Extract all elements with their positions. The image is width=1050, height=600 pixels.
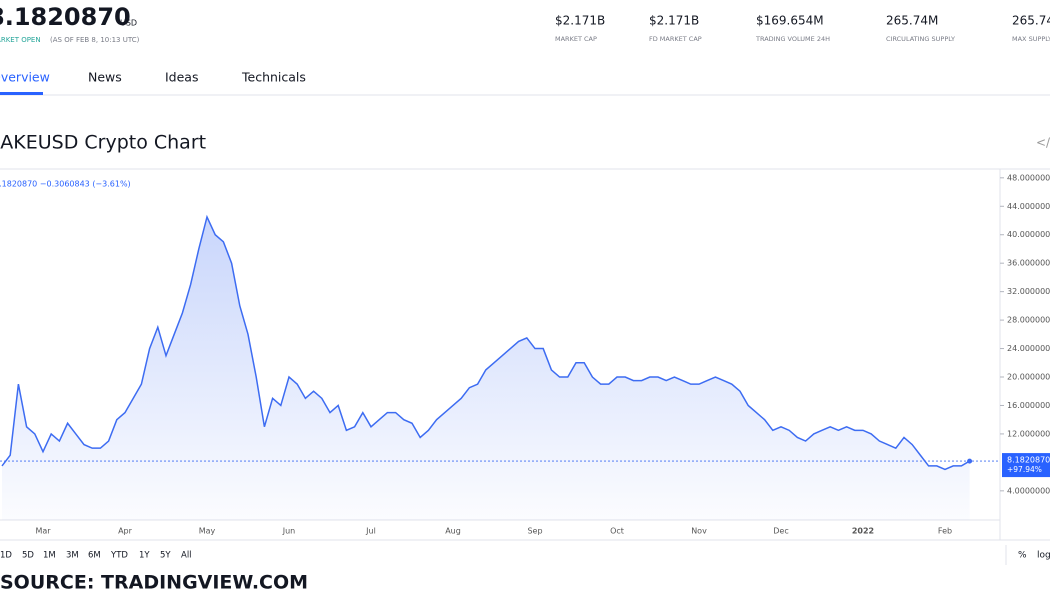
tab[interactable]: Overview bbox=[0, 70, 50, 85]
range-button[interactable]: 6M bbox=[88, 551, 101, 561]
x-tick-label: Nov bbox=[691, 527, 707, 536]
area bbox=[2, 216, 970, 520]
range-button[interactable]: 5Y bbox=[160, 551, 171, 561]
y-tick-label: 28.0000000 bbox=[1007, 316, 1050, 325]
x-tick-label: Aug bbox=[445, 527, 461, 536]
chart-title: CAKEUSD Crypto Chart bbox=[0, 132, 206, 154]
x-tick-label: Dec bbox=[773, 527, 788, 536]
x-tick-label: Apr bbox=[118, 527, 133, 536]
stat-value: $2.171B bbox=[649, 14, 699, 28]
y-tick-label: 20.0000000 bbox=[1007, 373, 1050, 382]
stat-label: MAX SUPPLY bbox=[1012, 35, 1050, 43]
x-tick-label: Mar bbox=[35, 527, 51, 536]
range-button[interactable]: All bbox=[181, 551, 192, 561]
y-tick-label: 40.0000000 bbox=[1007, 230, 1050, 239]
x-tick-label: 2022 bbox=[852, 527, 874, 536]
price-tag-change: +97.94% bbox=[1007, 465, 1042, 474]
stat-label: TRADING VOLUME 24H bbox=[755, 35, 830, 43]
stat-value: $2.171B bbox=[555, 14, 605, 28]
y-tick-label: 16.0000000 bbox=[1007, 401, 1050, 410]
y-tick-label: 48.0000000 bbox=[1007, 173, 1050, 182]
stat-value: $169.654M bbox=[756, 14, 824, 28]
y-tick-label: 12.0000000 bbox=[1007, 429, 1050, 438]
y-tick-label: 36.0000000 bbox=[1007, 259, 1050, 268]
stat-value: 265.74M bbox=[886, 14, 938, 28]
range-button[interactable]: YTD bbox=[110, 551, 128, 561]
active-tab bbox=[0, 92, 43, 95]
tab[interactable]: Technicals bbox=[241, 70, 306, 85]
stat-label: CIRCULATING SUPPLY bbox=[886, 35, 955, 43]
status: MARKET OPEN bbox=[0, 36, 41, 44]
scale-button[interactable]: % bbox=[1018, 551, 1027, 561]
price-tag bbox=[1002, 453, 1050, 478]
currency: USD bbox=[120, 19, 137, 28]
x-tick-label: Jul bbox=[365, 527, 376, 536]
tab[interactable]: News bbox=[88, 70, 122, 85]
x-tick-label: Sep bbox=[527, 527, 542, 536]
x-tick-label: Jun bbox=[282, 527, 296, 536]
x-tick-label: Feb bbox=[938, 527, 952, 536]
range-button[interactable]: 1M bbox=[43, 551, 56, 561]
y-tick-label: 24.0000000 bbox=[1007, 344, 1050, 353]
last-point bbox=[967, 458, 973, 464]
price-line-series bbox=[1, 214, 970, 471]
as-of: (AS OF FEB 8, 10:13 UTC) bbox=[50, 36, 140, 44]
stat-value: 265.74M bbox=[1012, 14, 1050, 28]
range-button[interactable]: 1Y bbox=[139, 551, 150, 561]
tab[interactable]: Ideas bbox=[165, 70, 198, 85]
scale-button[interactable]: log bbox=[1037, 551, 1050, 561]
price: 8.1820870 bbox=[0, 3, 131, 31]
range-button[interactable]: 3M bbox=[66, 551, 79, 561]
price-tag-label: 8.1820870 bbox=[1007, 456, 1050, 465]
range-button[interactable]: 1D bbox=[0, 551, 12, 561]
range-button[interactable]: 5D bbox=[22, 551, 34, 561]
y-tick-label: 4.0000000 bbox=[1007, 486, 1050, 495]
x-tick-label: Oct bbox=[610, 527, 624, 536]
y-tick-label: 44.0000000 bbox=[1007, 202, 1050, 211]
source: SOURCE: TRADINGVIEW.COM bbox=[0, 572, 308, 594]
y-tick-label: 32.0000000 bbox=[1007, 287, 1050, 296]
embed-icon[interactable]: </> bbox=[1036, 136, 1050, 150]
stat-label: MARKET CAP bbox=[555, 35, 597, 43]
chart-legend: 8.1820870 −0.3060843 (−3.61%) bbox=[0, 180, 131, 189]
stat-label: FD MARKET CAP bbox=[649, 35, 702, 43]
x-tick-label: May bbox=[199, 527, 216, 536]
